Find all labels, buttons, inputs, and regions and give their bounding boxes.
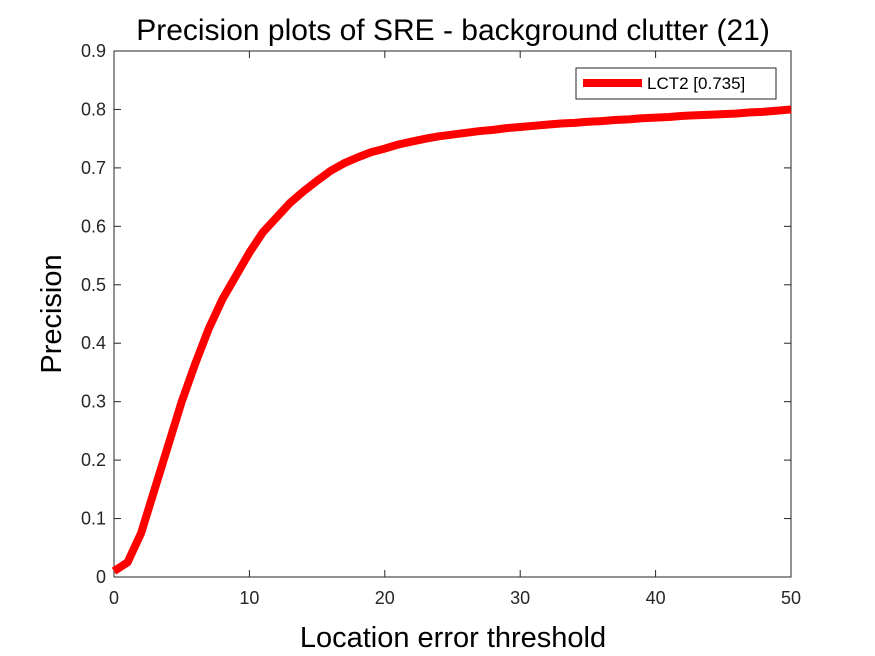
legend: LCT2 [0.735] <box>575 67 777 100</box>
legend-label-lct2: LCT2 [0.735] <box>647 74 745 93</box>
x-tick-label: 10 <box>239 588 259 608</box>
x-axis-label: Location error threshold <box>300 622 606 654</box>
y-tick-label: 0.6 <box>81 216 106 236</box>
y-axis-label: Precision <box>36 254 68 373</box>
chart-title: Precision plots of SRE - background clut… <box>136 14 770 47</box>
y-tick-label: 0.1 <box>81 509 106 529</box>
y-tick-label: 0.7 <box>81 158 106 178</box>
axis-tick-labels: 0 10 20 30 40 50 0 0.1 0.2 0.3 0.4 0.5 0.6 0.7 0.8 0.9 <box>81 41 801 608</box>
x-tick-label: 50 <box>781 588 801 608</box>
x-tick-label: 20 <box>375 588 395 608</box>
x-tick-label: 0 <box>109 588 119 608</box>
axis-ticks <box>113 50 792 578</box>
series-line-0 <box>111 105 792 575</box>
x-tick-label: 40 <box>646 588 666 608</box>
plot-area-frame <box>113 50 792 578</box>
series-layer <box>111 105 792 575</box>
x-tick-label: 30 <box>510 588 530 608</box>
y-tick-label: 0.8 <box>81 99 106 119</box>
y-tick-label: 0.4 <box>81 333 106 353</box>
y-tick-label: 0.5 <box>81 275 106 295</box>
y-tick-label: 0.3 <box>81 392 106 412</box>
y-tick-label: 0.2 <box>81 450 106 470</box>
y-tick-label: 0 <box>96 567 106 587</box>
y-tick-label: 0.9 <box>81 41 106 61</box>
